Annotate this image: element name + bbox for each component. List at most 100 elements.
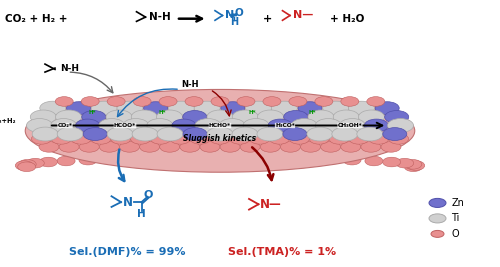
Circle shape bbox=[18, 159, 36, 169]
Circle shape bbox=[340, 119, 365, 132]
Circle shape bbox=[315, 97, 333, 106]
Text: +: + bbox=[263, 14, 272, 24]
Circle shape bbox=[284, 111, 308, 123]
Circle shape bbox=[120, 142, 140, 152]
Circle shape bbox=[240, 142, 260, 152]
Circle shape bbox=[300, 142, 320, 152]
Circle shape bbox=[200, 142, 220, 152]
Text: Sel.(TMA)% = 1%: Sel.(TMA)% = 1% bbox=[228, 247, 336, 257]
Circle shape bbox=[79, 155, 97, 165]
Circle shape bbox=[341, 142, 361, 152]
Text: H*: H* bbox=[309, 110, 316, 115]
Circle shape bbox=[130, 134, 150, 144]
Circle shape bbox=[429, 198, 446, 207]
Circle shape bbox=[132, 110, 158, 124]
Circle shape bbox=[140, 142, 160, 152]
Circle shape bbox=[180, 142, 200, 152]
Text: Sluggish kinetics: Sluggish kinetics bbox=[184, 134, 256, 143]
Circle shape bbox=[348, 101, 374, 115]
Text: HCOO*: HCOO* bbox=[114, 123, 136, 128]
Circle shape bbox=[107, 97, 125, 106]
Circle shape bbox=[220, 142, 240, 152]
Circle shape bbox=[190, 134, 210, 144]
Circle shape bbox=[358, 110, 384, 124]
Circle shape bbox=[170, 134, 190, 144]
Circle shape bbox=[50, 119, 76, 132]
Circle shape bbox=[270, 134, 289, 144]
Circle shape bbox=[323, 101, 349, 115]
Text: CO₂ + H₂ +: CO₂ + H₂ + bbox=[5, 14, 68, 24]
Circle shape bbox=[123, 119, 149, 132]
Circle shape bbox=[71, 134, 91, 144]
Circle shape bbox=[367, 97, 385, 106]
Circle shape bbox=[107, 127, 133, 141]
Text: N: N bbox=[122, 196, 132, 209]
Circle shape bbox=[257, 127, 283, 141]
Circle shape bbox=[132, 127, 158, 141]
Text: HCHO*: HCHO* bbox=[209, 123, 231, 128]
Circle shape bbox=[383, 128, 407, 140]
Circle shape bbox=[349, 134, 369, 144]
Circle shape bbox=[388, 134, 408, 144]
Circle shape bbox=[82, 111, 106, 123]
Text: Zn: Zn bbox=[452, 198, 464, 208]
Circle shape bbox=[195, 153, 213, 163]
Circle shape bbox=[57, 156, 75, 166]
Circle shape bbox=[56, 110, 82, 124]
Circle shape bbox=[268, 119, 292, 132]
Circle shape bbox=[98, 119, 124, 132]
Circle shape bbox=[384, 111, 408, 123]
Circle shape bbox=[320, 142, 340, 152]
Text: N: N bbox=[225, 10, 234, 21]
Circle shape bbox=[163, 154, 181, 163]
Circle shape bbox=[404, 162, 422, 172]
Circle shape bbox=[133, 97, 151, 106]
Circle shape bbox=[361, 142, 381, 152]
Text: N—: N— bbox=[292, 10, 313, 21]
Circle shape bbox=[207, 110, 233, 124]
Circle shape bbox=[290, 154, 308, 164]
Circle shape bbox=[375, 102, 399, 115]
Text: N-H: N-H bbox=[60, 64, 79, 73]
Text: Ti: Ti bbox=[452, 213, 460, 223]
Circle shape bbox=[290, 134, 310, 144]
Circle shape bbox=[232, 110, 258, 124]
Circle shape bbox=[91, 134, 111, 144]
Circle shape bbox=[243, 119, 269, 132]
Circle shape bbox=[79, 142, 99, 152]
Circle shape bbox=[159, 97, 177, 106]
Circle shape bbox=[156, 110, 182, 124]
Circle shape bbox=[237, 97, 255, 106]
Circle shape bbox=[55, 97, 73, 106]
Text: CO₂+H₂: CO₂+H₂ bbox=[0, 119, 16, 124]
Circle shape bbox=[283, 128, 307, 140]
Circle shape bbox=[39, 142, 59, 152]
Circle shape bbox=[194, 101, 220, 115]
Text: N-H: N-H bbox=[148, 12, 170, 22]
Text: O: O bbox=[234, 8, 243, 18]
Circle shape bbox=[333, 110, 359, 124]
Circle shape bbox=[83, 128, 107, 140]
Circle shape bbox=[429, 214, 446, 223]
Circle shape bbox=[150, 134, 171, 144]
Text: N—: N— bbox=[260, 198, 282, 211]
Circle shape bbox=[227, 153, 245, 163]
Circle shape bbox=[32, 134, 52, 144]
Circle shape bbox=[185, 97, 203, 106]
Text: H*: H* bbox=[249, 110, 256, 115]
Circle shape bbox=[329, 134, 349, 144]
Circle shape bbox=[40, 157, 58, 167]
Circle shape bbox=[144, 102, 168, 115]
Circle shape bbox=[404, 159, 422, 169]
Circle shape bbox=[147, 119, 173, 132]
Circle shape bbox=[364, 119, 388, 132]
Text: N-H: N-H bbox=[181, 80, 199, 89]
Circle shape bbox=[30, 110, 56, 124]
Circle shape bbox=[280, 142, 300, 152]
Circle shape bbox=[160, 142, 180, 152]
Text: CO₂*: CO₂* bbox=[58, 123, 72, 128]
Text: H: H bbox=[137, 209, 146, 219]
Text: H: H bbox=[230, 17, 238, 27]
Circle shape bbox=[289, 97, 307, 106]
Circle shape bbox=[343, 155, 361, 165]
